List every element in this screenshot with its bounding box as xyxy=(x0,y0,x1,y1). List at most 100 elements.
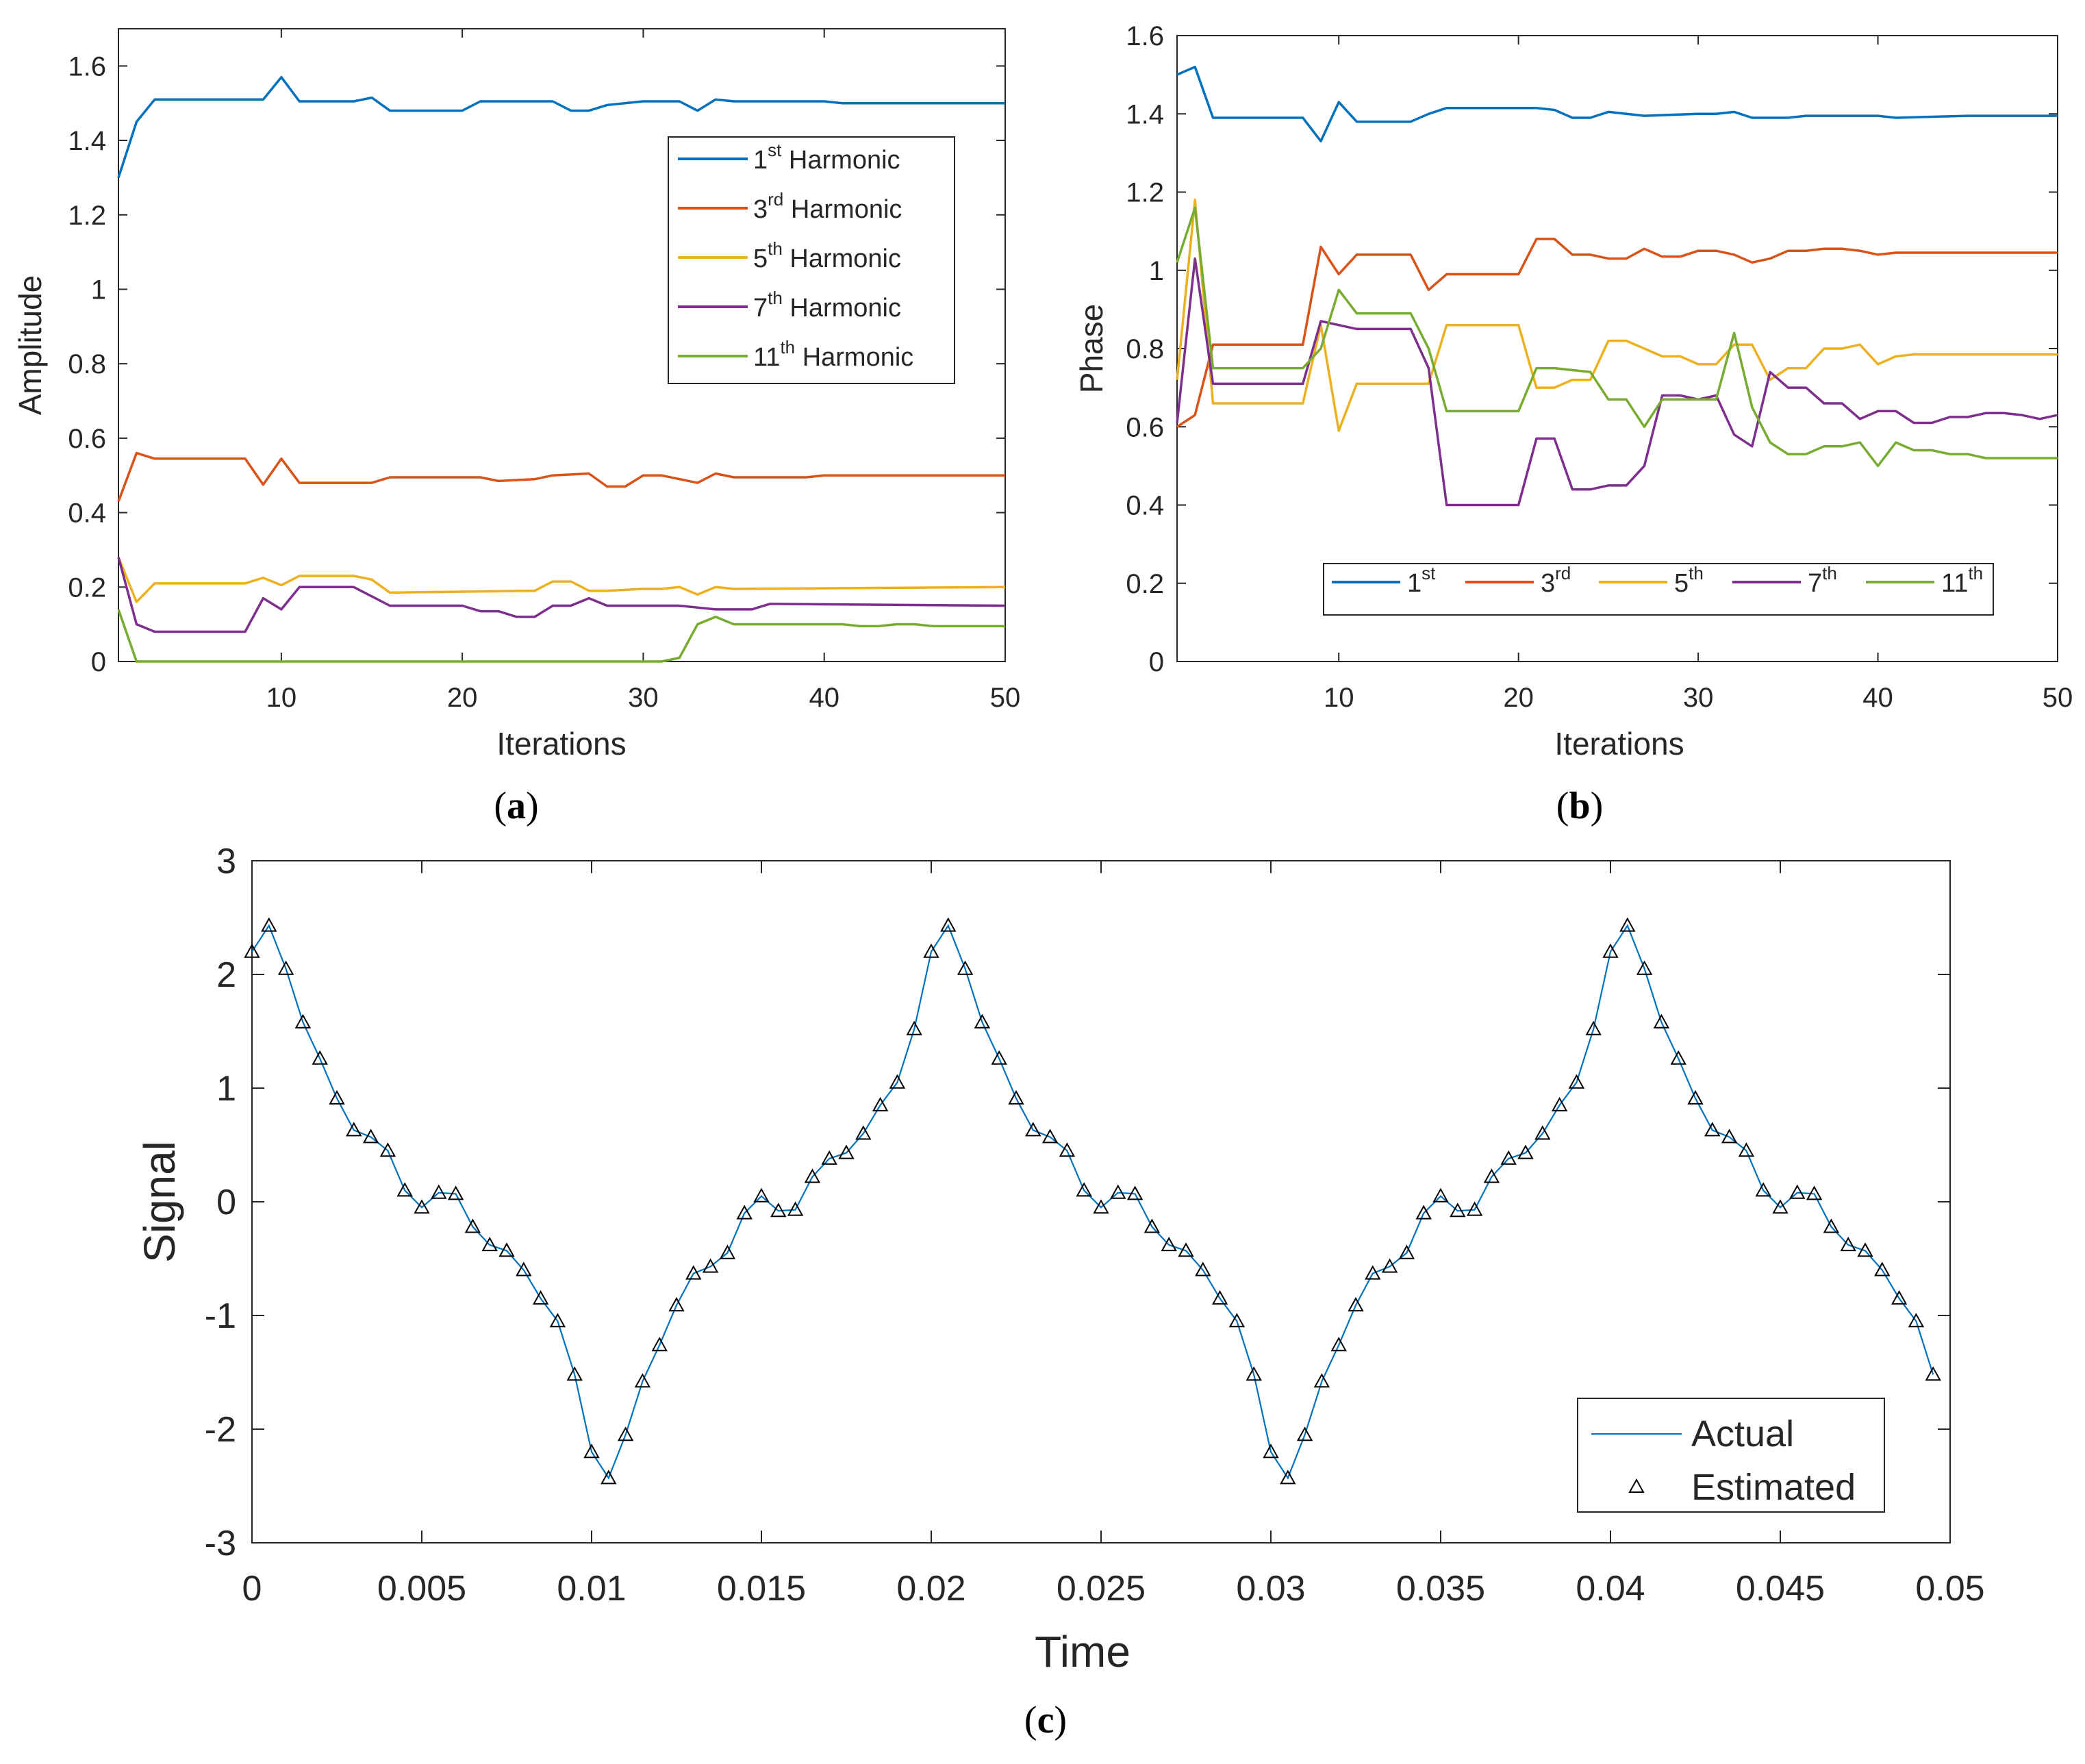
legend-actual-label: Actual xyxy=(1691,1413,1794,1454)
estimated-marker xyxy=(1585,1020,1602,1035)
estimated-marker xyxy=(719,1244,736,1259)
x-tick-label: 50 xyxy=(990,683,1021,713)
legend-label-h1: 1st Harmonic xyxy=(753,140,900,175)
legend-label-h11: 11th Harmonic xyxy=(753,337,913,372)
y-tick-label: 1.2 xyxy=(68,201,106,231)
estimated-marker xyxy=(1330,1337,1347,1352)
panel-c-ylabel: Signal xyxy=(135,1141,184,1263)
x-tick-label: 0.02 xyxy=(896,1569,965,1609)
estimated-marker xyxy=(1840,1237,1856,1252)
estimated-marker xyxy=(447,1185,464,1200)
legend-label-h7: 7th xyxy=(1808,563,1837,598)
panel-c-xlabel: Time xyxy=(1035,1627,1130,1676)
y-tick-label: 0.6 xyxy=(1126,412,1164,442)
y-tick-label: 0.8 xyxy=(68,349,106,379)
estimated-marker xyxy=(702,1258,719,1273)
panel-c-legend-box xyxy=(1577,1398,1885,1513)
estimated-marker xyxy=(1687,1089,1704,1105)
panel-a-ylabel: Amplitude xyxy=(12,275,48,416)
estimated-marker xyxy=(855,1125,872,1140)
y-tick-label: 1.4 xyxy=(1126,99,1164,129)
estimated-marker xyxy=(991,1050,1007,1065)
estimated-marker xyxy=(821,1150,837,1165)
estimated-marker xyxy=(940,917,957,932)
y-tick-label: 0.6 xyxy=(68,424,106,454)
y-tick-label: 1.4 xyxy=(68,126,106,156)
legend-estimated-marker xyxy=(1628,1478,1645,1493)
estimated-marker xyxy=(889,1074,906,1089)
y-tick-label: 0 xyxy=(216,1183,236,1222)
panel-b-caption: (b) xyxy=(1556,785,1603,827)
series-line-h11 xyxy=(117,609,1005,663)
x-tick-label: 40 xyxy=(1862,683,1893,713)
estimated-marker xyxy=(1398,1244,1415,1259)
estimated-marker xyxy=(1704,1122,1721,1137)
y-tick-label: 0.8 xyxy=(1126,334,1164,364)
estimated-marker xyxy=(601,1470,617,1485)
estimated-marker xyxy=(414,1199,430,1214)
estimated-marker xyxy=(1178,1242,1194,1257)
estimated-marker xyxy=(244,943,260,958)
estimated-marker xyxy=(396,1182,413,1197)
y-tick-label: 0.4 xyxy=(1126,491,1164,521)
legend-estimated-label: Estimated xyxy=(1691,1467,1856,1508)
panel-c-caption: (c) xyxy=(1024,1699,1067,1741)
estimated-marker xyxy=(1925,1366,1941,1381)
panel-a-amplitude-chart: 10 20 30 40 50 0 0.2 0.4 0.6 0.8 1 1.2 1.4 1.6 Iterat… xyxy=(12,28,1021,827)
panel-c-legend: Actual Estimated xyxy=(1577,1398,1885,1513)
estimated-marker xyxy=(1432,1187,1449,1202)
estimated-marker xyxy=(566,1366,583,1381)
estimated-marker xyxy=(1008,1089,1024,1105)
x-tick-label: 0.025 xyxy=(1057,1569,1146,1609)
estimated-marker xyxy=(1450,1202,1466,1218)
estimated-marker xyxy=(1806,1185,1823,1200)
x-tick-label: 0.045 xyxy=(1736,1569,1825,1609)
estimated-marker xyxy=(464,1218,481,1233)
x-tick-label: 50 xyxy=(2043,683,2073,713)
estimated-marker xyxy=(1908,1313,1925,1328)
estimated-marker xyxy=(1228,1313,1246,1328)
x-tick-label: 0.01 xyxy=(557,1569,626,1609)
estimated-marker xyxy=(329,1089,345,1105)
estimated-marker xyxy=(651,1337,668,1352)
estimated-marker xyxy=(753,1187,770,1202)
series-line-h11 xyxy=(1176,206,2058,468)
estimated-marker xyxy=(1313,1373,1330,1388)
estimated-marker xyxy=(1874,1261,1891,1276)
estimated-marker xyxy=(294,1013,312,1029)
y-tick-label: 1.6 xyxy=(68,51,106,81)
x-tick-label: 0.015 xyxy=(717,1569,806,1609)
estimated-marker xyxy=(1059,1142,1076,1157)
y-tick-label: 0.2 xyxy=(68,572,106,603)
x-tick-label: 40 xyxy=(809,683,839,713)
estimated-marker xyxy=(1721,1129,1738,1144)
estimated-marker xyxy=(346,1122,362,1137)
x-tick-label: 30 xyxy=(1683,683,1714,713)
y-tick-label: 1.2 xyxy=(1126,178,1164,208)
panel-a-caption: (a) xyxy=(494,785,538,827)
y-tick-label: -3 xyxy=(205,1524,236,1563)
estimated-marker xyxy=(1211,1290,1228,1305)
panel-c-signal-chart: 0 0.005 0.01 0.015 0.02 0.025 0.03 0.035 0.04 0.0… xyxy=(135,842,1985,1741)
y-tick-label: -2 xyxy=(205,1410,236,1450)
estimated-marker xyxy=(481,1237,498,1252)
estimated-marker xyxy=(668,1297,685,1312)
x-tick-label: 0 xyxy=(242,1569,262,1609)
legend-label-h5: 5th xyxy=(1674,563,1704,598)
estimated-marker xyxy=(1025,1122,1041,1137)
estimated-marker xyxy=(1296,1426,1313,1441)
legend-label-h5: 5th Harmonic xyxy=(753,238,901,273)
estimated-marker xyxy=(1755,1182,1771,1197)
series-line-h3 xyxy=(1176,238,2058,428)
y-tick-label: 1.6 xyxy=(1126,21,1164,51)
estimated-marker xyxy=(1280,1470,1296,1485)
estimated-marker xyxy=(379,1142,396,1157)
estimated-marker xyxy=(277,960,294,975)
estimated-marker xyxy=(1381,1258,1398,1273)
estimated-marker xyxy=(516,1261,532,1276)
estimated-marker xyxy=(974,1013,991,1029)
estimated-marker xyxy=(261,917,277,932)
estimated-marker xyxy=(1568,1074,1585,1089)
y-tick-label: 1 xyxy=(1149,256,1164,286)
series-line-h1 xyxy=(117,75,1005,178)
